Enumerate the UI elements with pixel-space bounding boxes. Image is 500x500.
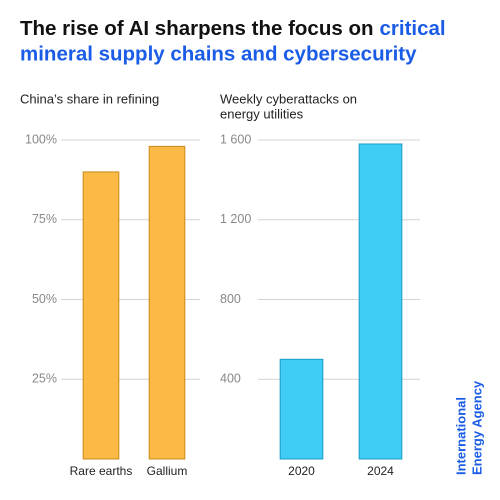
y-tick-label: 50% (32, 292, 57, 306)
chart-title: China’s share in refining (20, 91, 159, 106)
title-lead: The rise of AI sharpens the focus on (20, 17, 374, 40)
bar (279, 358, 324, 460)
chart-title: energy utilities (220, 106, 304, 121)
x-tick-label: 2020 (288, 464, 315, 478)
y-tick-label: 25% (32, 372, 57, 386)
bar (358, 143, 403, 460)
y-tick-label: 800 (220, 292, 241, 306)
title-highlight: mineral supply chains and cybersecurity (20, 42, 417, 65)
bar (82, 171, 120, 460)
bar (148, 145, 186, 460)
page-title: The rise of AI sharpens the focus on crit… (20, 17, 446, 40)
title-highlight: critical (380, 17, 446, 40)
source-line: International (453, 397, 468, 475)
x-tick-label: Rare earths (70, 464, 133, 478)
x-tick-label: 2024 (367, 464, 394, 478)
y-tick-label: 400 (220, 372, 241, 386)
y-tick-label: 1 200 (220, 212, 251, 226)
y-tick-label: 100% (25, 132, 57, 146)
source: International Energy Agency (453, 380, 484, 475)
y-tick-label: 1 600 (220, 132, 251, 146)
source-line: Energy Agency (469, 380, 484, 475)
y-tick-label: 75% (32, 212, 57, 226)
chart-title: Weekly cyberattacks on (220, 91, 357, 106)
x-tick-label: Gallium (147, 464, 188, 478)
